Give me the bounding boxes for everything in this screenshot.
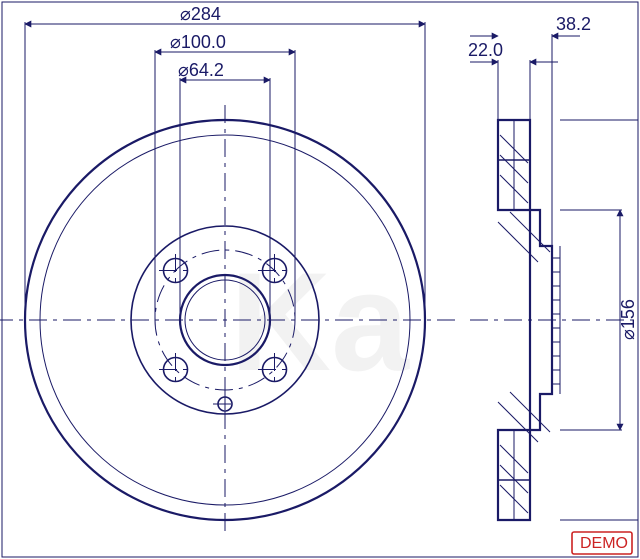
dim-outer-dia: ⌀284 [180,4,221,24]
watermark-text: Ka [230,243,410,400]
dim-bore-dia: ⌀64.2 [178,60,224,80]
dim-hub-dia: ⌀156 [618,299,638,340]
front-view [0,105,455,535]
demo-text: DEMO [580,535,628,552]
dim-thickness: 22.0 [468,40,503,60]
dim-bolt-dia: ⌀100.0 [170,32,226,52]
dim-offset: 38.2 [556,14,591,34]
side-view [470,120,640,520]
drawing-canvas: Ka [0,0,640,559]
demo-stamp: DEMO [572,532,632,554]
hatching [498,135,550,513]
